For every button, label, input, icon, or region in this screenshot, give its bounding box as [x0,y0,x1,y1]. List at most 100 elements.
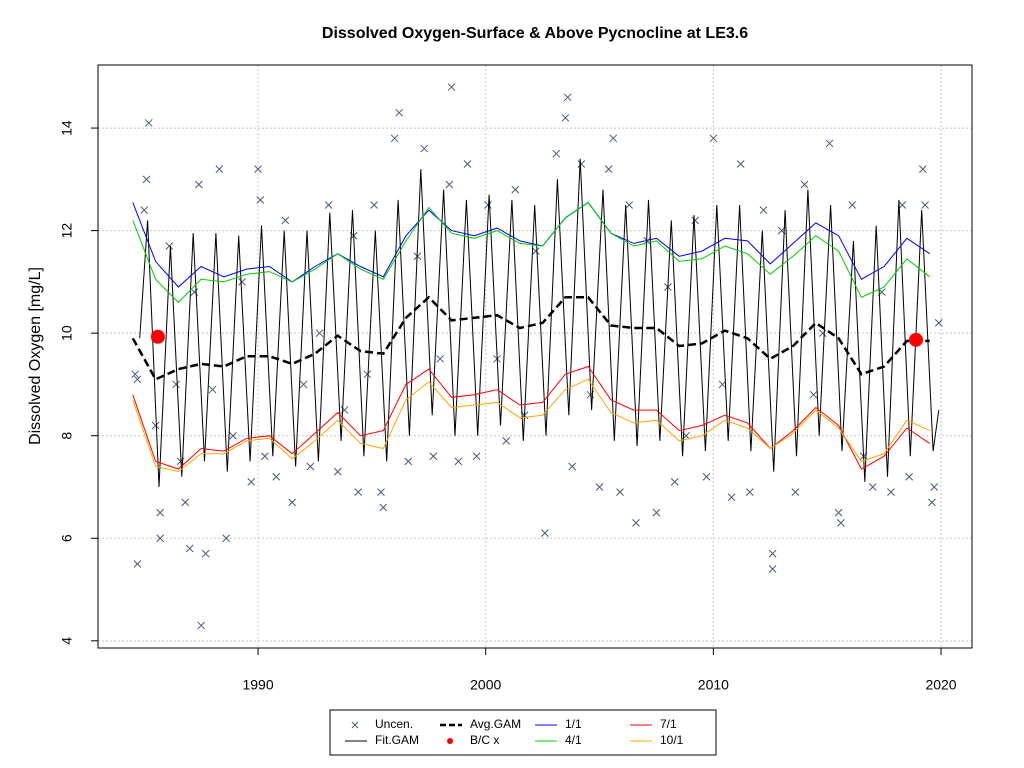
series-line [132,365,930,470]
point [691,216,700,225]
point [390,134,399,143]
point [133,375,142,384]
point [261,452,269,461]
series-line [132,378,930,473]
legend-marker [447,738,453,744]
series-line [139,158,940,488]
point [197,621,205,630]
point [131,370,139,379]
point [363,370,372,379]
legend-label: Fit.GAM [375,733,419,747]
series-line [131,295,930,381]
point [165,242,174,250]
point [800,180,809,189]
point [229,431,237,440]
legend-items: Uncen. Fit.GAM Avg.GAM B/C x 1/1 4/1 7/1 10/1 [345,717,684,747]
point [702,472,711,481]
point [238,278,246,286]
point [928,498,936,507]
legend-label: 1/1 [565,717,582,731]
point [709,134,718,143]
legend-label: Uncen. [375,717,413,731]
point [379,503,388,512]
point [625,201,633,209]
point [930,483,939,491]
point [404,457,413,466]
point [552,149,561,158]
point [142,175,151,184]
point [868,483,877,491]
point [201,549,210,558]
point [609,134,618,143]
x-tick-label: 2010 [698,677,729,693]
y-tick-label: 14 [59,120,75,136]
series-line [132,201,931,304]
axes: 1990 2000 2010 2020 4 6 8 10 12 14 [59,120,957,693]
point [377,488,385,496]
point [768,549,777,558]
plot-frame [97,64,973,649]
legend-marker [351,721,359,729]
marks [131,83,943,630]
point [502,436,511,445]
point [905,472,914,481]
point [768,565,777,573]
point [568,462,577,471]
point [247,478,256,486]
series-line [132,201,930,288]
point [818,329,827,338]
legend-label: B/C x [470,733,499,747]
legend [329,709,717,756]
point [447,83,456,91]
point [759,206,768,214]
point [299,380,308,389]
point [736,160,745,168]
point [156,534,165,543]
point [222,534,231,543]
point [151,421,160,430]
point [133,560,142,568]
point [595,483,604,491]
point [577,160,586,168]
point [745,488,754,496]
point [306,462,315,471]
point [272,472,281,481]
point [463,160,472,168]
point [395,108,404,117]
point [934,319,943,327]
point [541,529,549,537]
point [445,180,454,189]
point [848,201,857,209]
x-tick-label: 2000 [470,677,501,693]
point [140,206,149,214]
point [616,488,624,496]
point [208,385,217,394]
point [324,201,333,209]
point [315,329,324,338]
point [652,508,661,517]
point [185,544,194,553]
legend-label: Avg.GAM [470,717,521,731]
legend-label: 7/1 [660,717,677,731]
point [472,452,481,461]
point [670,478,679,486]
point [484,201,492,209]
point [181,498,190,507]
point [561,113,570,122]
point [144,119,153,127]
grid [98,65,972,648]
point [727,493,736,502]
point [256,196,265,204]
point [354,488,363,496]
point [333,467,342,476]
point [420,144,429,153]
point [791,488,800,496]
x-tick-label: 2020 [925,677,956,693]
point [370,201,379,209]
point [718,380,727,389]
y-tick-label: 4 [59,637,75,645]
x-tick-label: 1990 [242,677,273,693]
point [887,488,895,496]
point [825,139,834,148]
